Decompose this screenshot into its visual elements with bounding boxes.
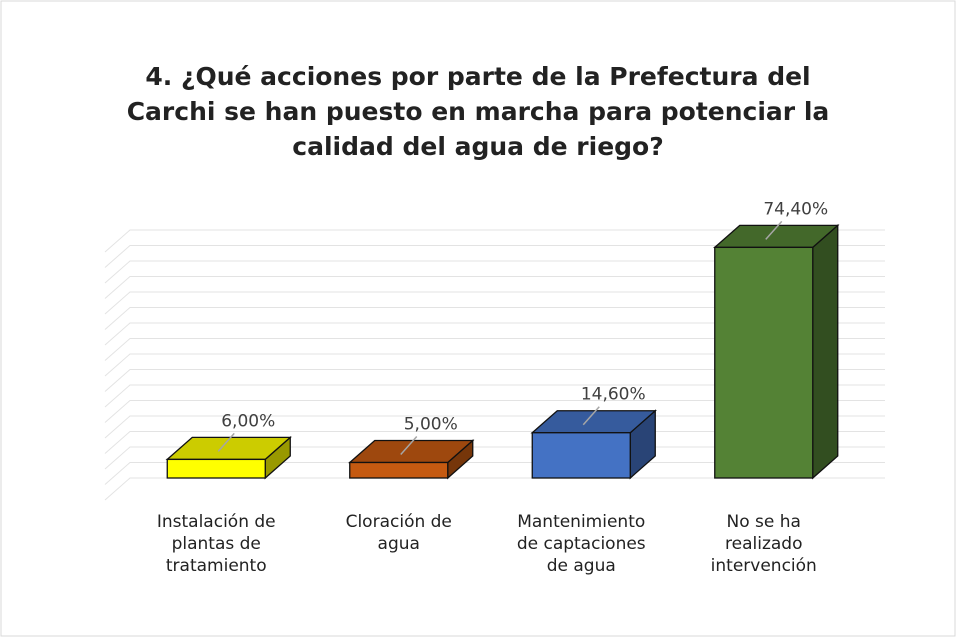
grid-line — [104, 260, 885, 284]
grid-line — [104, 338, 885, 361]
grid-line — [104, 353, 885, 377]
label-leader — [217, 432, 235, 452]
grid-line — [104, 369, 885, 392]
grid-line — [104, 276, 885, 299]
bar — [714, 246, 814, 479]
grid-line — [104, 384, 885, 408]
grid-line — [104, 400, 885, 423]
grid-line — [104, 322, 885, 346]
grid-line — [104, 291, 885, 315]
bar-side — [812, 223, 839, 480]
value-label: 6,00% — [221, 411, 275, 431]
bar — [531, 432, 631, 479]
bar — [166, 458, 266, 479]
value-label: 5,00% — [404, 415, 458, 435]
x-tick-label: Instalación de plantas de tratamiento — [157, 512, 276, 576]
label-leader — [765, 220, 783, 240]
x-tick-label: No se ha realizado intervención — [711, 512, 817, 576]
label-leader — [582, 406, 600, 426]
x-tick-label: Mantenimiento de captaciones de agua — [517, 512, 646, 576]
grid-line — [104, 229, 885, 253]
x-tick-label: Cloración de agua — [346, 512, 452, 554]
grid-line — [104, 477, 885, 501]
grid-line — [104, 307, 885, 330]
value-label: 14,60% — [581, 385, 646, 405]
value-label: 74,40% — [763, 199, 828, 219]
grid-line — [104, 245, 885, 268]
chart-title: 4. ¿Qué acciones por parte de la Prefect… — [127, 62, 830, 161]
label-leader — [400, 436, 418, 455]
bar — [349, 461, 449, 479]
